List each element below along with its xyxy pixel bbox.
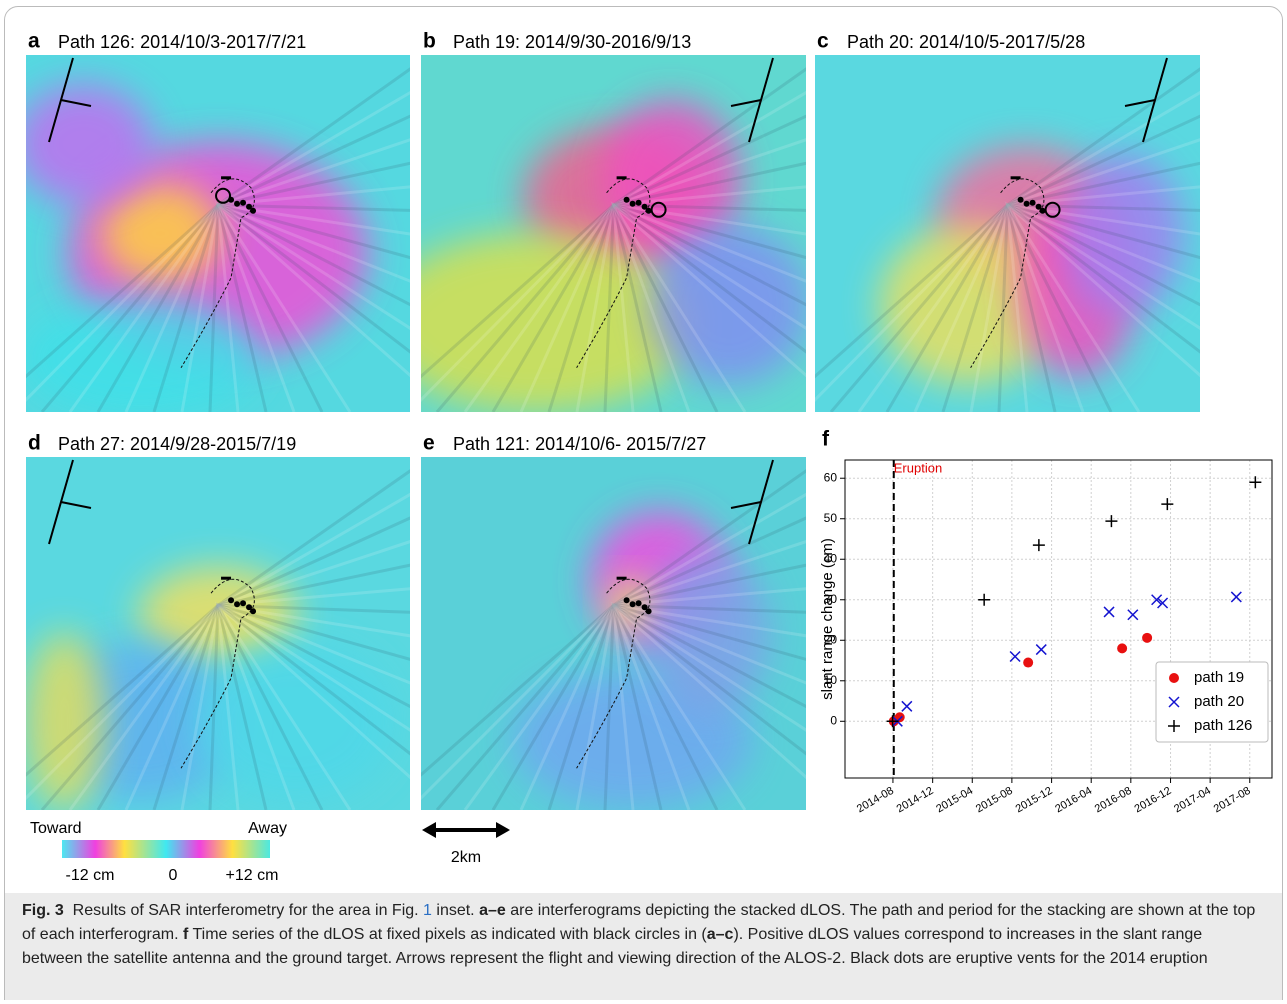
colorbar-tick: 0 (169, 867, 178, 884)
vent (636, 600, 642, 606)
time-series-chart: 01020304050602014-082014-122015-042015-0… (819, 460, 1272, 815)
panel-letter: f (822, 428, 830, 451)
caption-bold: a–e (479, 902, 506, 919)
interferogram (0, 55, 430, 418)
caption-text: Time series of the dLOS at fixed pixels … (188, 926, 706, 943)
figure: a Path 126: 2014/10/3-2017/7/21 b Path 19: … (0, 0, 1287, 893)
vent (234, 601, 240, 607)
point (1023, 658, 1033, 668)
point (1105, 515, 1117, 527)
x-tick-label: 2016-04 (1053, 785, 1094, 816)
caption-text: Results of SAR interferometry for the ar… (64, 902, 423, 919)
point (1036, 645, 1046, 655)
x-tick-label: 2017-08 (1212, 785, 1253, 816)
x-tick-label: 2016-12 (1133, 785, 1174, 816)
x-tick-label: 2017-04 (1172, 785, 1213, 816)
panel-letter: c (817, 30, 829, 53)
y-tick-label: 50 (824, 511, 838, 525)
caption-bold: a–c (707, 926, 734, 943)
image-fringe (14, 84, 154, 204)
panel-title: Path 27: 2014/9/28-2015/7/19 (58, 434, 296, 454)
colorbar (62, 840, 270, 858)
colorbar-left: Toward (30, 820, 82, 837)
eruption-label: Eruption (894, 460, 942, 475)
legend-marker (1169, 673, 1179, 683)
vent (624, 197, 630, 203)
scale-arrow (422, 822, 510, 838)
caption: Fig. 3 Results of SAR interferometry for… (5, 893, 1282, 1000)
point (1142, 633, 1152, 643)
panel-letter: e (423, 432, 435, 455)
point (1249, 476, 1261, 488)
point (1231, 592, 1241, 602)
vent (1024, 201, 1030, 207)
point (1033, 539, 1045, 551)
x-tick-label: 2015-12 (1014, 785, 1055, 816)
panel-letter: b (423, 30, 436, 53)
vent (228, 597, 234, 603)
x-tick-label: 2015-04 (934, 785, 975, 816)
y-tick-label: 60 (824, 470, 838, 484)
panel-title: Path 121: 2014/10/6- 2015/7/27 (453, 434, 706, 454)
vent (250, 608, 256, 614)
vent (1018, 197, 1024, 203)
vent (624, 597, 630, 603)
point (978, 594, 990, 606)
panel-title: Path 126: 2014/10/3-2017/7/21 (58, 32, 306, 52)
vent (630, 601, 636, 607)
interferogram (377, 55, 827, 413)
legend-label: path 20 (1194, 693, 1244, 710)
vent (630, 201, 636, 207)
panel-title: Path 19: 2014/9/30-2016/9/13 (453, 32, 691, 52)
vent (1030, 200, 1036, 206)
interferogram (0, 457, 430, 812)
point (1128, 610, 1138, 620)
vent (240, 200, 246, 206)
caption-bold: Fig. 3 (22, 902, 64, 919)
page: a Path 126: 2014/10/3-2017/7/21 b Path 19: … (0, 0, 1287, 1004)
interferograms: a Path 126: 2014/10/3-2017/7/21 b Path 19: … (0, 30, 1220, 812)
point (1104, 607, 1114, 617)
x-tick-label: 2014-12 (895, 785, 936, 816)
vent (636, 200, 642, 206)
interferogram (775, 55, 1220, 412)
panel-title: Path 20: 2014/10/5-2017/5/28 (847, 32, 1085, 52)
y-axis-label: slant range change (cm) (819, 538, 836, 700)
caption-link[interactable]: 1 (423, 902, 432, 919)
point (1161, 498, 1173, 510)
image-fringe (21, 298, 261, 418)
x-tick-label: 2015-08 (974, 785, 1015, 816)
panel-letter: a (28, 30, 40, 53)
vent (250, 208, 256, 214)
vent (646, 608, 652, 614)
vent (234, 201, 240, 207)
caption-text: inset. (432, 902, 479, 919)
panel-letter: d (28, 432, 41, 455)
colorbar-tick: -12 cm (66, 867, 115, 884)
y-tick-label: 0 (830, 713, 837, 727)
point (1117, 643, 1127, 653)
colorbar-tick: +12 cm (226, 867, 279, 884)
vent (240, 600, 246, 606)
scale-label: 2km (451, 849, 481, 866)
point (902, 701, 912, 711)
interferogram (381, 457, 826, 810)
x-tick-label: 2016-08 (1093, 785, 1134, 816)
x-tick-label: 2014-08 (855, 785, 896, 816)
legend-label: path 19 (1194, 669, 1244, 686)
colorbar-right: Away (248, 820, 287, 837)
legend-label: path 126 (1194, 717, 1252, 734)
